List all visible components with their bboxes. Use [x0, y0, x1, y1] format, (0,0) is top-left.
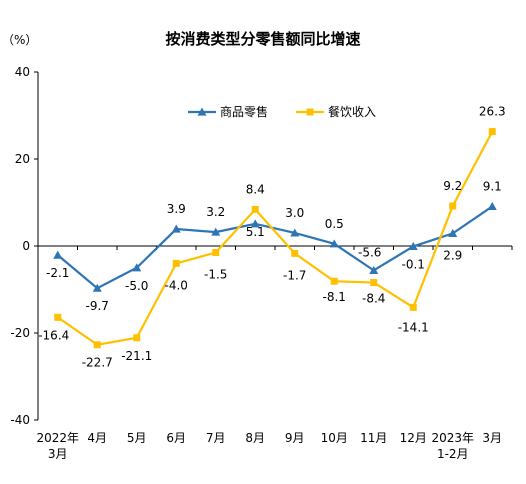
legend-label: 商品零售 — [220, 104, 268, 119]
axes: 40 20 0 -20 -40 2022年 3月 4月 5月 6月 7月 8月 9月 10月 11月 12月 2… — [10, 65, 513, 461]
data-point — [54, 313, 62, 321]
series-line — [57, 131, 494, 346]
x-tick-label: 10月 — [321, 431, 348, 445]
data-point — [93, 341, 101, 349]
data-labels: -2.1 -9.7 -5.0 3.9 3.2 5.1 3.0 0.5 -5.6 -0.1 2.9 9.… — [38, 105, 505, 370]
data-point — [369, 265, 379, 274]
x-tick-label: 1-2月 — [437, 447, 469, 461]
y-tick-label: 0 — [22, 239, 30, 253]
series-line — [57, 205, 493, 290]
y-tick-label: -40 — [10, 413, 30, 427]
x-tick-label: 8月 — [245, 431, 265, 445]
y-tick-label: 20 — [15, 152, 30, 166]
data-label: -16.4 — [38, 328, 69, 342]
data-point — [409, 303, 417, 311]
series-layer — [53, 128, 497, 349]
data-label: 3.2 — [206, 205, 225, 219]
data-point — [449, 202, 457, 210]
data-point — [132, 263, 142, 272]
data-point — [330, 277, 338, 285]
data-point — [211, 227, 221, 236]
x-tick-label: 6月 — [166, 431, 186, 445]
data-label: 3.9 — [167, 202, 186, 216]
legend: 商品零售 餐饮收入 — [188, 104, 376, 119]
data-point — [251, 205, 259, 213]
data-point — [408, 241, 418, 251]
data-label: -8.4 — [362, 292, 385, 306]
data-label: 2.9 — [443, 248, 462, 262]
data-point — [172, 259, 180, 267]
data-label: -21.1 — [121, 349, 152, 363]
x-tick-label: 5月 — [127, 431, 147, 445]
data-label: -5.0 — [125, 279, 148, 293]
data-point — [329, 239, 339, 248]
x-tick-label: 2023年 — [431, 431, 474, 445]
legend-swatch-marker — [306, 108, 314, 116]
data-label: -14.1 — [398, 320, 429, 334]
data-label: 26.3 — [479, 105, 506, 119]
series-catering — [54, 128, 496, 349]
data-point — [171, 224, 181, 233]
y-unit-label: （%） — [2, 33, 37, 47]
y-tick-label: -20 — [10, 326, 30, 340]
data-point — [92, 283, 102, 292]
legend-item: 商品零售 — [188, 104, 268, 119]
data-label: 9.1 — [483, 179, 502, 193]
chart-title: 按消费类型分零售额同比增速 — [165, 30, 360, 48]
data-label: -22.7 — [82, 356, 113, 370]
legend-swatch-marker — [197, 107, 207, 116]
data-point — [53, 250, 63, 259]
data-label: -5.6 — [358, 245, 381, 259]
data-point — [212, 249, 220, 257]
data-point — [290, 228, 300, 237]
data-label: -8.1 — [323, 290, 346, 304]
data-point — [133, 334, 141, 342]
data-point — [370, 279, 378, 287]
x-tick-label: 11月 — [360, 431, 387, 445]
data-point — [487, 201, 497, 211]
data-point — [448, 228, 458, 237]
data-label: 9.2 — [443, 179, 462, 193]
legend-item: 餐饮收入 — [296, 104, 376, 119]
x-tick-label: 7月 — [206, 431, 226, 445]
data-point — [488, 128, 496, 136]
x-tick-label: 3月 — [48, 447, 68, 461]
data-point — [291, 249, 299, 257]
x-tick-label: 4月 — [87, 431, 107, 445]
x-tick-label: 3月 — [482, 431, 502, 445]
x-tick-label: 2022年 — [36, 431, 79, 445]
data-label: -4.0 — [165, 278, 188, 292]
data-label: -2.1 — [46, 266, 69, 280]
x-tick-label: 12月 — [400, 431, 427, 445]
legend-label: 餐饮收入 — [328, 104, 376, 119]
data-label: -9.7 — [86, 299, 109, 313]
data-label: -1.5 — [204, 268, 227, 282]
data-label: 3.0 — [285, 206, 304, 220]
data-label: -0.1 — [402, 257, 425, 271]
data-label: 8.4 — [246, 182, 265, 196]
data-point — [250, 219, 260, 228]
y-tick-label: 40 — [15, 65, 30, 79]
series-retail — [53, 201, 497, 292]
x-tick-label: 9月 — [285, 431, 305, 445]
data-label: -1.7 — [283, 268, 306, 282]
data-label: 0.5 — [325, 217, 344, 231]
data-label: 5.1 — [246, 225, 265, 239]
